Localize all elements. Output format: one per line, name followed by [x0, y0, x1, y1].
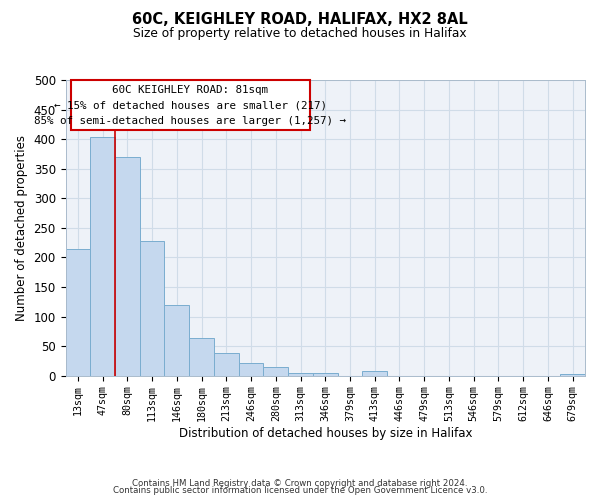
- Text: Contains HM Land Registry data © Crown copyright and database right 2024.: Contains HM Land Registry data © Crown c…: [132, 478, 468, 488]
- Text: Contains public sector information licensed under the Open Government Licence v3: Contains public sector information licen…: [113, 486, 487, 495]
- Text: 60C KEIGHLEY ROAD: 81sqm
← 15% of detached houses are smaller (217)
85% of semi-: 60C KEIGHLEY ROAD: 81sqm ← 15% of detach…: [34, 84, 346, 126]
- Bar: [263, 368, 288, 376]
- Bar: [90, 138, 115, 376]
- Bar: [140, 241, 164, 376]
- Bar: [189, 338, 214, 376]
- Text: Size of property relative to detached houses in Halifax: Size of property relative to detached ho…: [133, 28, 467, 40]
- Bar: [214, 352, 239, 376]
- Bar: [313, 373, 338, 376]
- Bar: [115, 157, 140, 376]
- Bar: [288, 373, 313, 376]
- Bar: [65, 248, 90, 376]
- Bar: [164, 306, 189, 376]
- Y-axis label: Number of detached properties: Number of detached properties: [15, 135, 28, 321]
- X-axis label: Distribution of detached houses by size in Halifax: Distribution of detached houses by size …: [179, 427, 472, 440]
- Bar: [560, 374, 585, 376]
- Bar: [362, 371, 387, 376]
- Bar: [239, 364, 263, 376]
- Text: 60C, KEIGHLEY ROAD, HALIFAX, HX2 8AL: 60C, KEIGHLEY ROAD, HALIFAX, HX2 8AL: [132, 12, 468, 28]
